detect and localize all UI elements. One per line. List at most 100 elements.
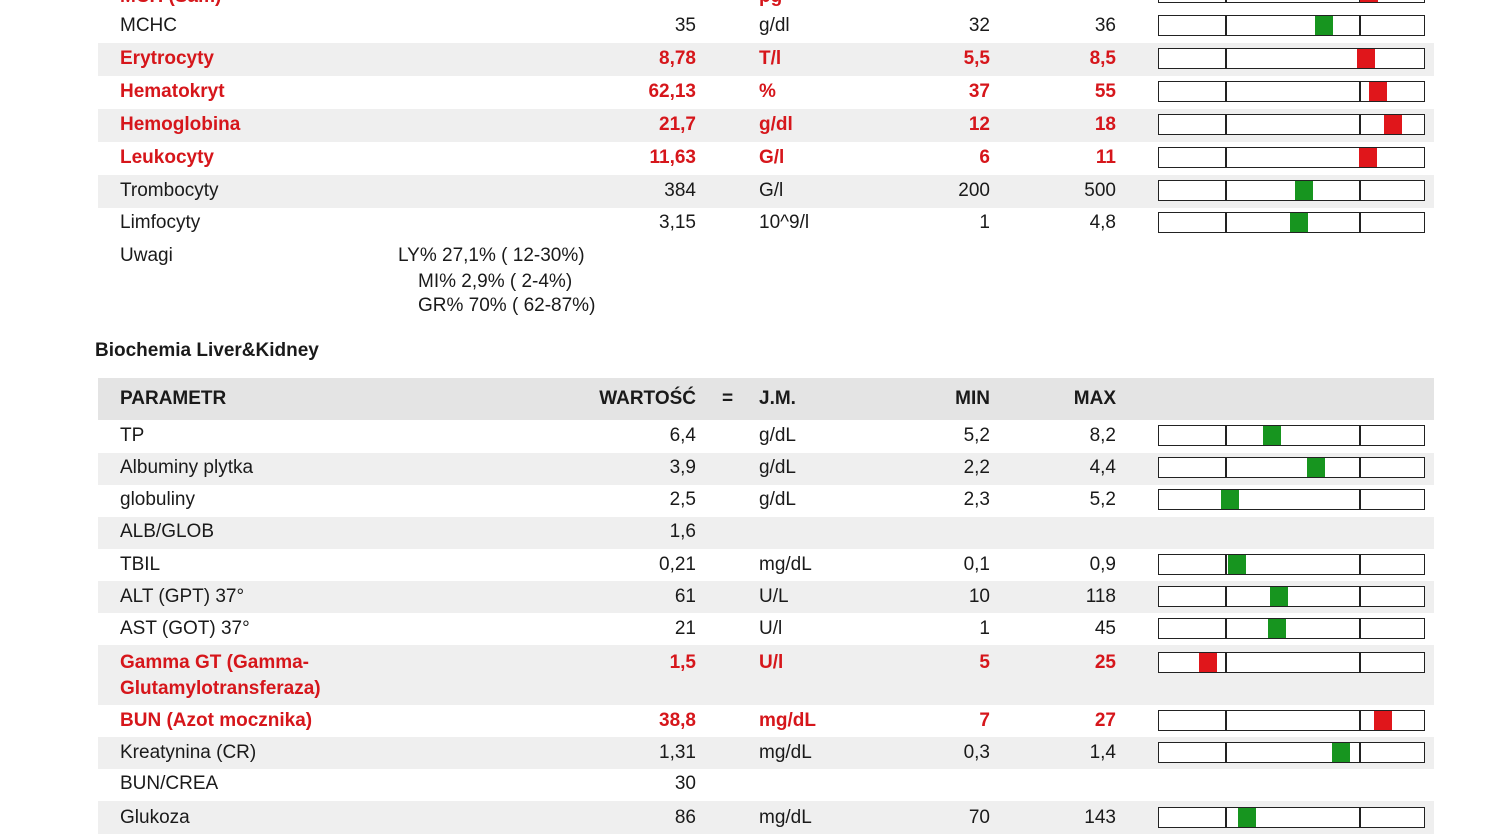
row-min: 32 [968, 15, 990, 36]
range-marker [1315, 16, 1333, 35]
range-bar [1158, 48, 1425, 69]
blood-row-name: MCH (Sam) [120, 0, 221, 8]
range-marker [1357, 49, 1375, 68]
row-value: 61 [674, 586, 696, 607]
table-row: Gamma GT (Gamma- 1,5 U/l 5 25 Glutamylotransf… [98, 645, 1434, 705]
row-max: 18 [1094, 114, 1116, 135]
range-bar [1158, 807, 1425, 828]
row-name: MCHC [120, 15, 177, 36]
table-row: MCHC 35 g/dl 32 36 [98, 10, 1434, 43]
row-min: 0,3 [963, 742, 990, 763]
row-min: 5 [979, 652, 990, 673]
row-unit: U/l [759, 618, 783, 639]
row-max: 25 [1094, 652, 1116, 673]
row-max: 5,2 [1089, 489, 1116, 510]
range-bar [1158, 0, 1425, 3]
row-unit: g/dL [759, 457, 796, 478]
table-row: globuliny 2,5 g/dL 2,3 5,2 [98, 485, 1434, 517]
notes-line: LY% 27,1% ( 12-30%) [398, 245, 585, 266]
range-bar [1158, 180, 1425, 201]
range-bar [1158, 147, 1425, 168]
table-row: BUN/CREA 30 [98, 769, 1434, 801]
range-bar [1158, 15, 1425, 36]
row-name: ALB/GLOB [120, 521, 214, 542]
row-max: 55 [1094, 81, 1116, 102]
range-bar [1158, 742, 1425, 763]
range-bar [1158, 618, 1425, 639]
table-row: Trombocyty 384 G/l 200 500 [98, 175, 1434, 208]
table-row: Erytrocyty 8,78 T/l 5,5 8,5 [98, 43, 1434, 76]
row-unit: g/dl [759, 114, 793, 135]
row-name: BUN/CREA [120, 773, 219, 794]
row-name: TBIL [120, 554, 161, 575]
header-eq: = [722, 388, 734, 409]
row-value: 62,13 [648, 81, 696, 102]
row-name: Albuminy plytka [120, 457, 254, 478]
row-value: 21 [674, 618, 696, 639]
row-value: 1,5 [669, 652, 696, 673]
row-min: 200 [958, 180, 990, 201]
range-marker [1369, 82, 1387, 101]
row-unit: g/dL [759, 425, 796, 446]
row-unit: U/L [759, 586, 789, 607]
row-name: Limfocyty [120, 212, 201, 233]
range-bar [1158, 425, 1425, 446]
row-name: AST (GOT) 37° [120, 618, 250, 639]
notes-line: GR% 70% ( 62-87%) [418, 295, 596, 316]
table-row: BUN (Azot mocznika) 38,8 mg/dL 7 27 [98, 705, 1434, 737]
header-min: MIN [955, 388, 990, 409]
range-marker [1290, 213, 1308, 232]
row-value: 11,63 [649, 147, 697, 168]
range-bar [1158, 586, 1425, 607]
row-unit: mg/dL [759, 807, 812, 828]
row-unit: G/l [759, 147, 785, 168]
row-value: 2,5 [669, 489, 696, 510]
row-min: 5,5 [963, 48, 990, 69]
row-value: 6,4 [669, 425, 696, 446]
row-unit: mg/dL [759, 554, 812, 575]
section-title: Biochemia Liver&Kidney [95, 340, 319, 361]
row-min: 37 [968, 81, 990, 102]
row-unit: T/l [759, 48, 782, 69]
range-marker [1221, 490, 1239, 509]
range-marker [1263, 426, 1281, 445]
row-min: 6 [979, 147, 990, 168]
row-min: 1 [979, 618, 990, 639]
row-max: 8,5 [1089, 48, 1116, 69]
row-unit: % [759, 81, 776, 102]
row-unit: g/dl [759, 15, 790, 36]
row-value: 0,21 [659, 554, 696, 575]
row-value: 3,9 [669, 457, 696, 478]
row-value: 21,7 [659, 114, 696, 135]
table-row: TP 6,4 g/dL 5,2 8,2 [98, 420, 1434, 453]
row-name: BUN (Azot mocznika) [120, 710, 313, 731]
notes-line: MI% 2,9% ( 2-4%) [418, 271, 573, 292]
row-min: 7 [979, 710, 990, 731]
range-bar [1158, 489, 1425, 510]
range-marker [1332, 743, 1350, 762]
row-min: 5,2 [963, 425, 990, 446]
table-row: TBIL 0,21 mg/dL 0,1 0,9 [98, 549, 1434, 581]
table-row: Glukoza 86 mg/dL 70 143 [98, 801, 1434, 834]
blood-row-clipped: MCH (Sam) pg [98, 0, 1434, 8]
row-name: Glukoza [120, 807, 190, 828]
range-marker [1268, 619, 1286, 638]
row-name: ALT (GPT) 37° [120, 586, 245, 607]
row-value: 1,31 [659, 742, 696, 763]
range-bar [1158, 652, 1425, 673]
table-row: Hemoglobina 21,7 g/dl 12 18 [98, 109, 1434, 142]
row-unit: G/l [759, 180, 784, 201]
table-row: ALB/GLOB 1,6 [98, 517, 1434, 549]
range-bar [1158, 457, 1425, 478]
table-row: Kreatynina (CR) 1,31 mg/dL 0,3 1,4 [98, 737, 1434, 769]
row-unit: mg/dL [759, 710, 816, 731]
row-value: 38,8 [659, 710, 696, 731]
header-value: WARTOŚĆ [599, 388, 696, 409]
range-marker [1359, 148, 1377, 167]
row-value: 384 [664, 180, 696, 201]
row-max: 45 [1094, 618, 1116, 639]
table-row: Leukocyty 11,63 G/l 6 11 [98, 142, 1434, 175]
row-name: TP [120, 425, 145, 446]
notes-label: Uwagi [120, 245, 173, 266]
range-bar [1158, 81, 1425, 102]
